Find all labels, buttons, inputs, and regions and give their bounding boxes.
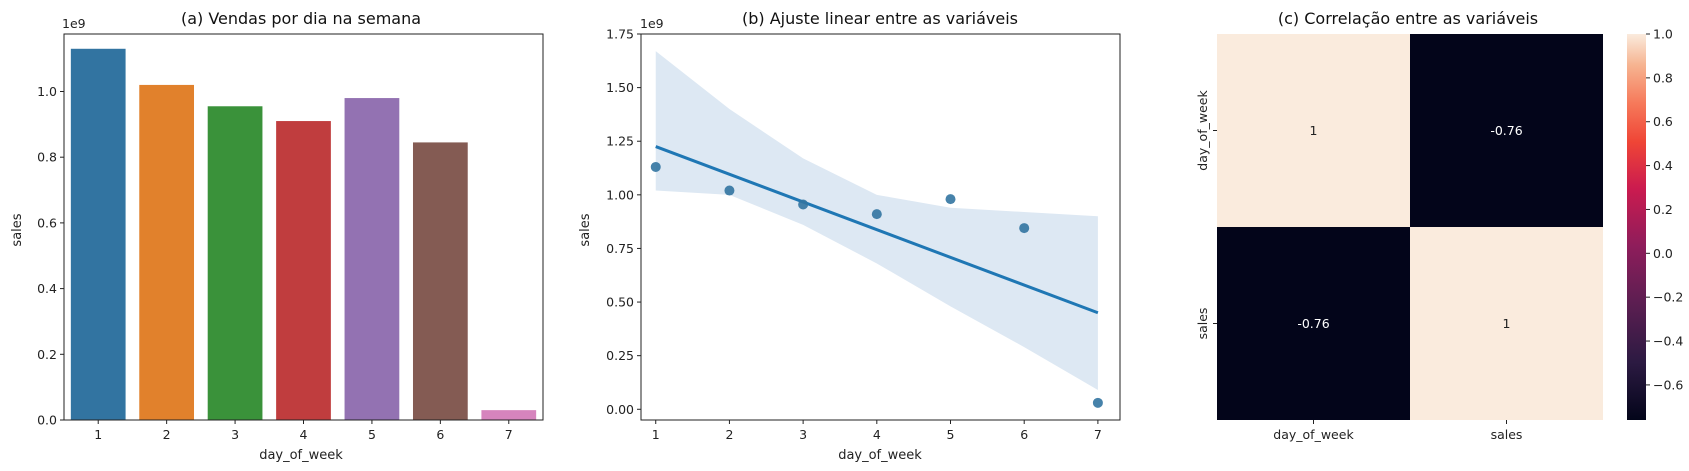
y-tick-label: 0.6: [37, 215, 57, 230]
x-tick-label: 4: [300, 427, 308, 442]
x-tick-label: 2: [163, 427, 171, 442]
x-tick-label: 6: [436, 427, 444, 442]
scatter-point: [871, 209, 882, 220]
scatter-point: [1019, 223, 1030, 234]
y-tick-label: 1.50: [606, 80, 634, 95]
x-tick-label: 5: [947, 427, 955, 442]
y-tick-label: 0.75: [606, 241, 634, 256]
x-tick-label: 4: [873, 427, 881, 442]
colorbar-tick-label: 0.2: [1653, 202, 1673, 217]
heatmap-cell: [1217, 227, 1410, 420]
chart-b-regression-line: [655, 145, 1099, 315]
chart-a-offset-label: 1e9: [62, 16, 86, 31]
x-tick-label: 3: [231, 427, 239, 442]
colorbar-ticks: 1.0 0.8 0.6 0.4 0.2 0.0 −0.2 −0.4 −0.6: [1646, 27, 1683, 392]
regression-chart-panel: (b) Ajuste linear entre as variáveis 1e9…: [578, 9, 1121, 463]
colorbar: [1627, 34, 1646, 420]
heatmap-cell: [1217, 34, 1410, 227]
x-tick-label: 5: [368, 427, 376, 442]
heatmap-col-label: sales: [1491, 427, 1523, 442]
bar-day-1: [70, 48, 126, 420]
bar-day-7: [481, 410, 537, 420]
chart-b-frame: [640, 33, 1121, 421]
heatmap-panel: (c) Correlação entre as variáveis 1 -0.76…: [1195, 9, 1683, 442]
chart-a-xlabel: day_of_week: [259, 448, 343, 463]
colorbar-tick-label: −0.2: [1653, 290, 1683, 305]
colorbar-tick-label: 0.6: [1653, 114, 1673, 129]
bar-day-5: [344, 98, 400, 421]
x-tick-label: 2: [725, 427, 733, 442]
x-tick-label: 1: [652, 427, 660, 442]
chart-b-axes: 1 2 3 4 5 6 7 0.00 0.25 0.50 0.75 1.00 1.25 1.50 1.75: [606, 27, 1121, 442]
scatter-point: [650, 161, 661, 172]
bar-day-4: [276, 121, 331, 420]
y-tick-label: 1.0: [37, 84, 57, 99]
chart-b-confidence-band: [655, 51, 1098, 390]
scatter-point: [724, 185, 735, 196]
heatmap-annotation: -0.76: [1297, 316, 1329, 331]
x-tick-label: 7: [1094, 427, 1102, 442]
y-tick-label: 0.4: [37, 281, 57, 296]
x-tick-label: 1: [94, 427, 102, 442]
bar-day-6: [412, 142, 468, 420]
chart-a-ylabel: sales: [10, 213, 25, 246]
y-tick-label: 0.0: [37, 413, 57, 428]
heatmap-annotation: 1: [1310, 123, 1318, 138]
chart-b-points: [650, 161, 1103, 408]
chart-a-title: (a) Vendas por dia na semana: [181, 9, 421, 28]
y-tick-label: 1.75: [606, 27, 634, 42]
chart-c-title: (c) Correlação entre as variáveis: [1278, 9, 1538, 28]
heatmap-annotation: 1: [1503, 316, 1511, 331]
y-tick-label: 0.8: [37, 150, 57, 165]
colorbar-tick-label: 0.4: [1653, 158, 1673, 173]
colorbar-tick-label: −0.6: [1653, 377, 1683, 392]
x-tick-label: 6: [1020, 427, 1028, 442]
scatter-point: [945, 194, 956, 205]
y-tick-label: 0.00: [606, 402, 634, 417]
y-tick-label: 0.50: [606, 295, 634, 310]
bar-day-2: [139, 84, 195, 420]
colorbar-tick-label: 1.0: [1653, 27, 1673, 42]
heatmap-cells: 1 -0.76 -0.76 1: [1217, 34, 1603, 420]
chart-b-offset-label: 1e9: [640, 16, 664, 31]
colorbar-tick-label: −0.4: [1653, 334, 1683, 349]
bar-chart-panel: (a) Vendas por dia na semana 1e9 1 2 3 4 5 6 7…: [10, 9, 544, 463]
chart-a-axes: 1 2 3 4 5 6 7 0.0 0.2 0.4 0.6 0.8 1.0: [37, 33, 544, 442]
heatmap-col-label: day_of_week: [1273, 427, 1354, 442]
y-tick-label: 1.25: [606, 134, 634, 149]
colorbar-tick-label: 0.8: [1653, 70, 1673, 85]
x-tick-label: 3: [799, 427, 807, 442]
chart-b-title: (b) Ajuste linear entre as variáveis: [742, 9, 1018, 28]
chart-a-bars: [70, 48, 537, 421]
chart-b-ylabel: sales: [578, 213, 593, 246]
y-tick-label: 0.2: [37, 347, 57, 362]
scatter-point: [798, 199, 809, 210]
bar-day-3: [207, 106, 263, 420]
scatter-point: [1092, 397, 1103, 408]
heatmap-cell: [1410, 227, 1603, 420]
heatmap-cell: [1410, 34, 1603, 227]
heatmap-row-label: sales: [1195, 308, 1210, 340]
heatmap-row-label: day_of_week: [1195, 90, 1210, 171]
x-tick-label: 7: [505, 427, 513, 442]
y-tick-label: 0.25: [606, 348, 634, 363]
y-tick-label: 1.00: [606, 187, 634, 202]
heatmap-annotation: -0.76: [1490, 123, 1522, 138]
colorbar-tick-label: 0.0: [1653, 246, 1673, 261]
chart-b-xlabel: day_of_week: [838, 448, 922, 463]
